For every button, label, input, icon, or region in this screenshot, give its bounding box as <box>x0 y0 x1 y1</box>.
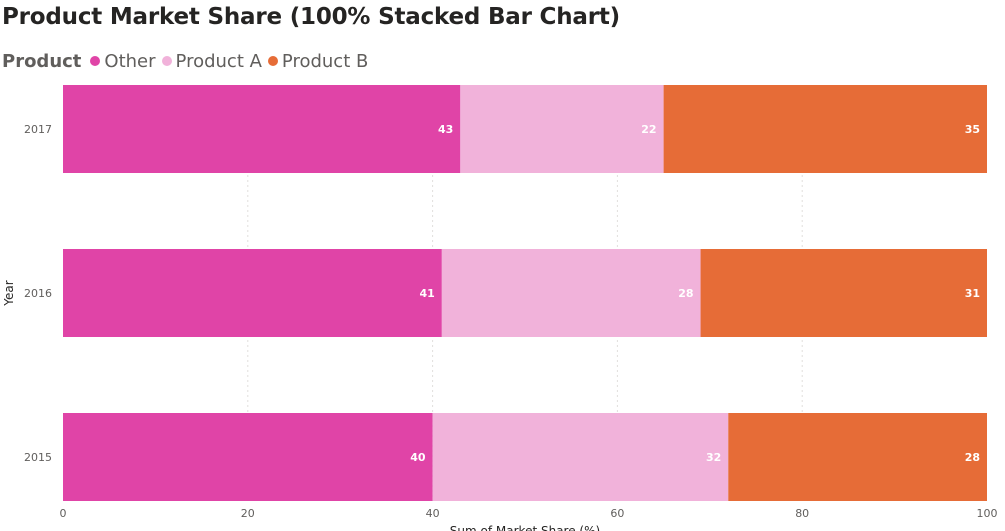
bars <box>63 85 987 501</box>
y-tick-label: 2017 <box>24 123 52 136</box>
bar-segment[interactable] <box>63 85 461 173</box>
x-axis-title: Sum of Market Share (%) <box>450 524 600 531</box>
data-label: 28 <box>965 451 980 464</box>
data-label: 35 <box>965 123 980 136</box>
data-label: 31 <box>965 287 980 300</box>
data-label: 43 <box>438 123 453 136</box>
legend: Product Other Product A Product B <box>2 49 374 73</box>
legend-title: Product <box>2 50 82 72</box>
data-label: 28 <box>678 287 693 300</box>
bar-segment[interactable] <box>441 249 701 337</box>
legend-label-other: Other <box>104 50 156 72</box>
x-tick-label: 100 <box>977 507 998 520</box>
legend-item-product-b[interactable]: Product B <box>267 50 369 72</box>
legend-item-other[interactable]: Other <box>90 50 156 72</box>
legend-item-product-a[interactable]: Product A <box>161 50 262 72</box>
data-label: 22 <box>641 123 656 136</box>
data-labels: 43 22 35 41 28 31 40 32 28 <box>410 123 980 464</box>
x-tick-label: 40 <box>426 507 440 520</box>
x-tick-label: 0 <box>60 507 67 520</box>
chart-title: Product Market Share (100% Stacked Bar C… <box>2 4 620 30</box>
y-tick-label: 2015 <box>24 451 52 464</box>
legend-swatch-product-a <box>161 56 172 66</box>
bar-segment[interactable] <box>63 413 433 501</box>
legend-swatch-other <box>90 56 101 66</box>
bar-segment[interactable] <box>63 249 442 337</box>
bar-segment[interactable] <box>728 413 987 501</box>
x-tick-label: 80 <box>795 507 809 520</box>
y-axis-title: Year <box>2 280 16 306</box>
y-tick-label: 2016 <box>24 287 52 300</box>
bar-segment[interactable] <box>460 85 664 173</box>
legend-label-product-b: Product B <box>281 50 369 72</box>
data-label: 32 <box>706 451 721 464</box>
data-label: 41 <box>420 287 435 300</box>
data-label: 40 <box>410 451 426 464</box>
axes: 0 20 40 60 80 100 2017 2016 2015 Year Sum of Marke… <box>2 123 998 531</box>
legend-label-product-a: Product A <box>175 50 262 72</box>
x-tick-label: 20 <box>241 507 255 520</box>
x-tick-label: 60 <box>610 507 624 520</box>
bar-segment[interactable] <box>700 249 987 337</box>
legend-swatch-product-b <box>267 56 278 66</box>
bar-segment[interactable] <box>432 413 729 501</box>
bar-segment[interactable] <box>663 85 987 173</box>
